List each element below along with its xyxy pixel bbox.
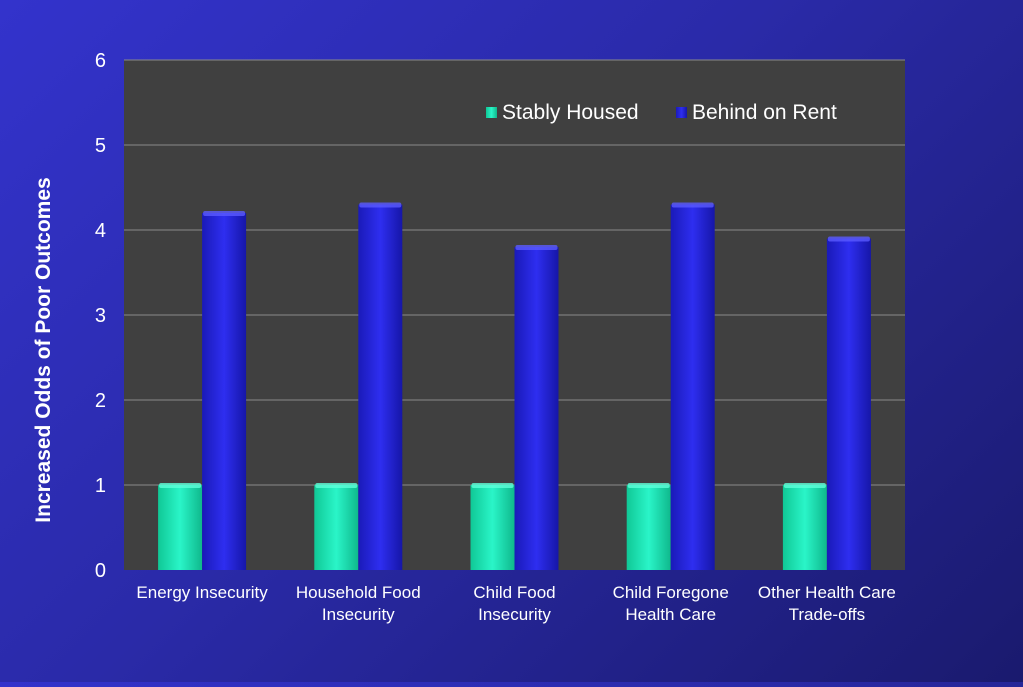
y-axis-ticks: 0 1 2 3 4 5 6: [95, 50, 106, 582]
bar-cap: [515, 245, 558, 250]
bar-stably-housed: [158, 485, 203, 570]
bar-cap: [471, 483, 514, 488]
bar-cap: [671, 202, 714, 208]
legend-label: Behind on Rent: [692, 101, 837, 124]
x-tick-label: Child Food: [473, 583, 555, 602]
bar-cap: [627, 483, 670, 488]
bar-cap: [159, 483, 202, 488]
y-tick-label: 3: [95, 305, 106, 327]
bar-cap: [315, 483, 358, 488]
bar-behind-on-rent: [670, 204, 715, 570]
legend-label: Stably Housed: [502, 101, 639, 124]
y-tick-label: 5: [95, 135, 106, 157]
bar-behind-on-rent: [202, 213, 247, 570]
bar-cap: [783, 483, 826, 488]
x-tick-label: Energy Insecurity: [136, 583, 268, 602]
bar-stably-housed: [314, 485, 359, 570]
x-tick-label: Health Care: [625, 605, 716, 624]
bar-stably-housed: [626, 485, 671, 570]
bar-cap: [359, 202, 402, 208]
bar-behind-on-rent: [826, 238, 871, 570]
legend: Stably Housed Behind on Rent: [486, 101, 837, 124]
legend-swatch: [676, 107, 687, 118]
x-tick-label: Household Food: [296, 583, 421, 602]
x-tick-label: Insecurity: [478, 605, 551, 624]
x-tick-label: Child Foregone: [613, 583, 729, 602]
bar-stably-housed: [782, 485, 827, 570]
y-axis-label: Increased Odds of Poor Outcomes: [32, 177, 55, 522]
y-tick-label: 0: [95, 560, 106, 582]
y-tick-label: 1: [95, 475, 106, 497]
bar-cap: [203, 211, 246, 216]
bar-stably-housed: [470, 485, 515, 570]
x-tick-label: Other Health Care: [758, 583, 896, 602]
x-axis-ticks: Energy Insecurity Household Food Insecurit…: [136, 583, 895, 624]
bar-behind-on-rent: [514, 247, 559, 570]
y-tick-label: 4: [95, 220, 106, 242]
bar-cap: [827, 236, 870, 242]
x-tick-label: Insecurity: [322, 605, 395, 624]
bars: [158, 202, 871, 570]
y-tick-label: 6: [95, 50, 106, 72]
bar-behind-on-rent: [358, 204, 403, 570]
legend-swatch: [486, 107, 497, 118]
y-tick-label: 2: [95, 390, 106, 412]
x-tick-label: Trade-offs: [789, 605, 866, 624]
